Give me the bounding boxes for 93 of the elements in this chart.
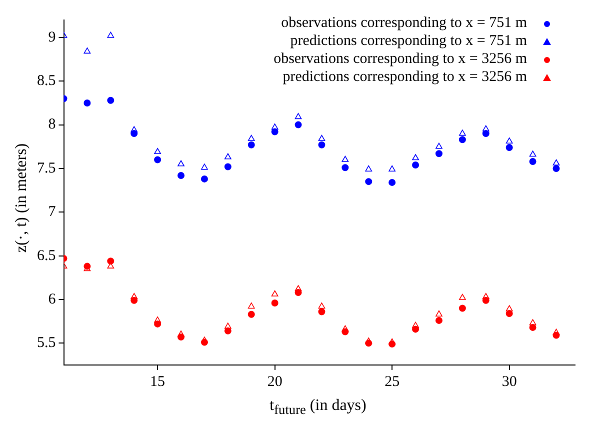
point <box>200 338 208 346</box>
point <box>552 332 560 339</box>
point <box>529 150 536 157</box>
point <box>154 156 162 164</box>
y-tick-label: 8 <box>48 116 56 133</box>
point <box>201 164 208 170</box>
legend-label: observations corresponding to x = 751 m <box>281 14 527 32</box>
point <box>318 141 326 148</box>
point <box>529 158 536 165</box>
y-tick-label: 6 <box>48 291 56 308</box>
point <box>482 125 490 132</box>
point <box>130 292 138 300</box>
y-axis-title: z(·, t) (in meters) <box>13 143 31 253</box>
point <box>248 310 255 318</box>
point <box>224 163 232 170</box>
point <box>107 258 114 265</box>
point <box>107 96 114 104</box>
point <box>365 178 372 186</box>
point <box>271 299 278 306</box>
point <box>388 165 396 172</box>
x-tick-label: 30 <box>502 374 517 390</box>
y-tick-label: 7 <box>48 204 56 220</box>
point <box>436 142 442 149</box>
point <box>506 310 513 317</box>
point <box>552 164 560 172</box>
point <box>342 328 349 336</box>
point <box>342 164 349 172</box>
point <box>130 296 138 304</box>
y-tick-label: 5.5 <box>37 335 56 352</box>
point <box>84 48 91 54</box>
point <box>412 161 420 168</box>
point <box>482 296 490 304</box>
x-tick-label: 15 <box>150 374 166 390</box>
point <box>436 310 442 316</box>
point <box>154 320 162 328</box>
point <box>271 290 278 296</box>
y-tick-label: 8.5 <box>37 73 56 90</box>
x-tick-label: 25 <box>384 374 400 390</box>
point <box>458 136 466 144</box>
point <box>294 285 302 292</box>
point <box>435 316 442 324</box>
point <box>318 308 326 316</box>
point <box>412 326 420 333</box>
point <box>107 32 114 38</box>
point <box>130 126 138 132</box>
point <box>342 156 349 162</box>
point <box>365 165 372 172</box>
point <box>388 340 396 348</box>
point <box>529 324 536 331</box>
point <box>294 289 302 296</box>
y-tick-label: 9 <box>48 29 56 46</box>
point <box>224 327 232 334</box>
point <box>248 302 255 309</box>
point <box>224 322 232 329</box>
point <box>318 134 326 141</box>
point <box>318 302 326 309</box>
point <box>271 128 278 136</box>
point <box>271 124 278 130</box>
point <box>200 175 208 182</box>
point <box>294 113 302 120</box>
point <box>388 178 396 186</box>
point <box>178 160 184 166</box>
legend-label: predictions corresponding to x = 751 m <box>290 32 527 50</box>
point <box>84 99 91 106</box>
y-tick-label: 6.5 <box>37 248 56 264</box>
point <box>506 138 513 144</box>
point <box>178 172 185 179</box>
point <box>435 150 442 158</box>
point <box>224 153 232 160</box>
x-axis-title: t$_{future}$ (in days) <box>270 396 366 418</box>
point <box>294 121 302 128</box>
point <box>552 159 560 166</box>
point <box>482 292 490 300</box>
point <box>506 305 513 312</box>
point <box>154 148 161 154</box>
point <box>248 134 255 141</box>
point <box>458 304 466 312</box>
point <box>130 130 138 138</box>
y-tick-label: 7.5 <box>37 160 56 176</box>
point <box>248 141 255 148</box>
point <box>154 316 161 323</box>
point <box>178 334 185 341</box>
point <box>459 130 466 136</box>
point <box>529 319 536 326</box>
x-tick-label: 20 <box>267 374 282 390</box>
point <box>412 154 419 160</box>
point <box>506 144 513 152</box>
point <box>412 322 419 328</box>
legend-label: predictions corresponding to x = 3256 m <box>282 68 527 86</box>
point <box>459 294 466 300</box>
point <box>365 340 372 347</box>
point <box>482 130 490 138</box>
legend-label: observations corresponding to x = 3256 m <box>274 50 527 68</box>
